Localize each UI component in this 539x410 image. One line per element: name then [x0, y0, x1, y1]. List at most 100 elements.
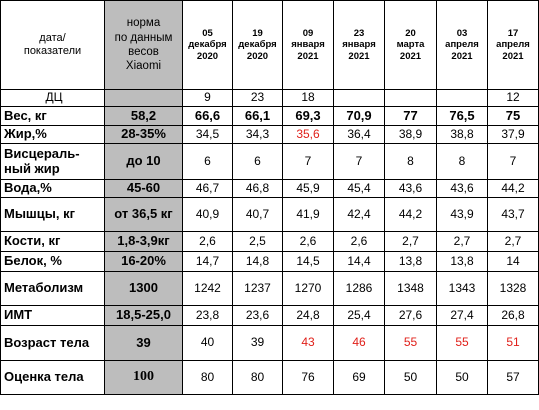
value-cell: 46 [333, 325, 385, 361]
value-cell: 14,5 [282, 251, 334, 272]
value-cell: 2,7 [487, 231, 539, 252]
date-header: 23 января 2021 [333, 0, 385, 90]
value-cell [333, 89, 385, 107]
value-cell: 80 [232, 360, 283, 395]
value-cell: 1270 [282, 271, 334, 306]
value-cell: 43,7 [487, 197, 539, 232]
corner-header: дата/ показатели [0, 0, 105, 90]
row-label: ИМТ [0, 305, 105, 326]
value-cell: 66,6 [182, 106, 233, 126]
value-cell: 27,4 [436, 305, 488, 326]
value-cell: 57 [487, 360, 539, 395]
table-row: Жир,% 28-35% 34,5 34,3 35,6 36,4 38,9 38,8 37,9 [0, 125, 539, 144]
table-row: ИМТ 18,5-25,0 23,8 23,6 24,8 25,4 27,6 27,4 26,8 [0, 305, 539, 326]
value-cell: 1348 [384, 271, 437, 306]
value-cell: 14 [487, 251, 539, 272]
row-label: Мышцы, кг [0, 197, 105, 232]
value-cell: 50 [436, 360, 488, 395]
value-cell: 76,5 [436, 106, 488, 126]
value-cell: 34,3 [232, 125, 283, 144]
norm-cell: 39 [104, 325, 183, 361]
value-cell: 1328 [487, 271, 539, 306]
row-label: Висцераль- ный жир [0, 143, 105, 180]
value-cell: 7 [282, 143, 334, 180]
value-cell [384, 89, 437, 107]
table-row: Мышцы, кг от 36,5 кг 40,9 40,7 41,9 42,4 44,2 4… [0, 197, 539, 232]
value-cell: 18 [282, 89, 334, 107]
value-cell: 55 [436, 325, 488, 361]
norm-cell: 16-20% [104, 251, 183, 272]
value-cell: 75 [487, 106, 539, 126]
value-cell: 12 [487, 89, 539, 107]
table-row: Белок, % 16-20% 14,7 14,8 14,5 14,4 13,8 13,8 14 [0, 251, 539, 272]
value-cell: 13,8 [384, 251, 437, 272]
row-label: ДЦ [0, 89, 105, 107]
value-cell: 69,3 [282, 106, 334, 126]
row-label: Оценка тела [0, 360, 105, 395]
value-cell: 23,6 [232, 305, 283, 326]
value-cell: 2,7 [384, 231, 437, 252]
value-cell: 6 [182, 143, 233, 180]
norm-cell: 18,5-25,0 [104, 305, 183, 326]
value-cell: 44,2 [487, 179, 539, 198]
value-cell: 35,6 [282, 125, 334, 144]
value-cell: 1237 [232, 271, 283, 306]
value-cell: 41,9 [282, 197, 334, 232]
row-label: Жир,% [0, 125, 105, 144]
value-cell: 1242 [182, 271, 233, 306]
value-cell: 2,5 [232, 231, 283, 252]
value-cell: 44,2 [384, 197, 437, 232]
value-cell: 43,6 [384, 179, 437, 198]
value-cell: 1286 [333, 271, 385, 306]
value-cell: 43,6 [436, 179, 488, 198]
value-cell: 45,9 [282, 179, 334, 198]
value-cell: 40 [182, 325, 233, 361]
value-cell: 43 [282, 325, 334, 361]
value-cell: 2,6 [333, 231, 385, 252]
norm-cell: 58,2 [104, 106, 183, 126]
header-row: дата/ показатели норма по данным весов X… [0, 0, 539, 90]
table-row: Висцераль- ный жир до 10 6 6 7 7 8 8 7 [0, 143, 539, 180]
value-cell: 40,7 [232, 197, 283, 232]
value-cell: 8 [436, 143, 488, 180]
norm-cell: от 36,5 кг [104, 197, 183, 232]
value-cell: 45,4 [333, 179, 385, 198]
value-cell: 2,6 [282, 231, 334, 252]
value-cell: 13,8 [436, 251, 488, 272]
row-label: Кости, кг [0, 231, 105, 252]
date-header: 20 марта 2021 [384, 0, 437, 90]
value-cell: 43,9 [436, 197, 488, 232]
value-cell: 37,9 [487, 125, 539, 144]
value-cell: 1343 [436, 271, 488, 306]
value-cell: 14,8 [232, 251, 283, 272]
value-cell: 40,9 [182, 197, 233, 232]
value-cell: 38,8 [436, 125, 488, 144]
value-cell: 25,4 [333, 305, 385, 326]
value-cell: 2,7 [436, 231, 488, 252]
row-label: Возраст тела [0, 325, 105, 361]
value-cell: 27,6 [384, 305, 437, 326]
norm-cell: 100 [104, 360, 183, 395]
table-row: Оценка тела 100 80 80 76 69 50 50 57 [0, 360, 539, 395]
norm-cell: до 10 [104, 143, 183, 180]
value-cell: 34,5 [182, 125, 233, 144]
value-cell: 26,8 [487, 305, 539, 326]
row-label: Белок, % [0, 251, 105, 272]
value-cell: 69 [333, 360, 385, 395]
value-cell: 51 [487, 325, 539, 361]
table-row: Возраст тела 39 40 39 43 46 55 55 51 [0, 325, 539, 361]
value-cell: 14,7 [182, 251, 233, 272]
row-label: Вес, кг [0, 106, 105, 126]
row-label: Метаболизм [0, 271, 105, 306]
value-cell: 50 [384, 360, 437, 395]
value-cell: 39 [232, 325, 283, 361]
table-row: Кости, кг 1,8-3,9кг 2,6 2,5 2,6 2,6 2,7 2,7 2,7 [0, 231, 539, 252]
norm-cell [104, 89, 183, 107]
date-header: 09 января 2021 [282, 0, 334, 90]
value-cell: 7 [487, 143, 539, 180]
value-cell: 80 [182, 360, 233, 395]
table-row: Метаболизм 1300 1242 1237 1270 1286 1348 1343 13… [0, 271, 539, 306]
value-cell: 46,8 [232, 179, 283, 198]
value-cell: 6 [232, 143, 283, 180]
value-cell: 24,8 [282, 305, 334, 326]
